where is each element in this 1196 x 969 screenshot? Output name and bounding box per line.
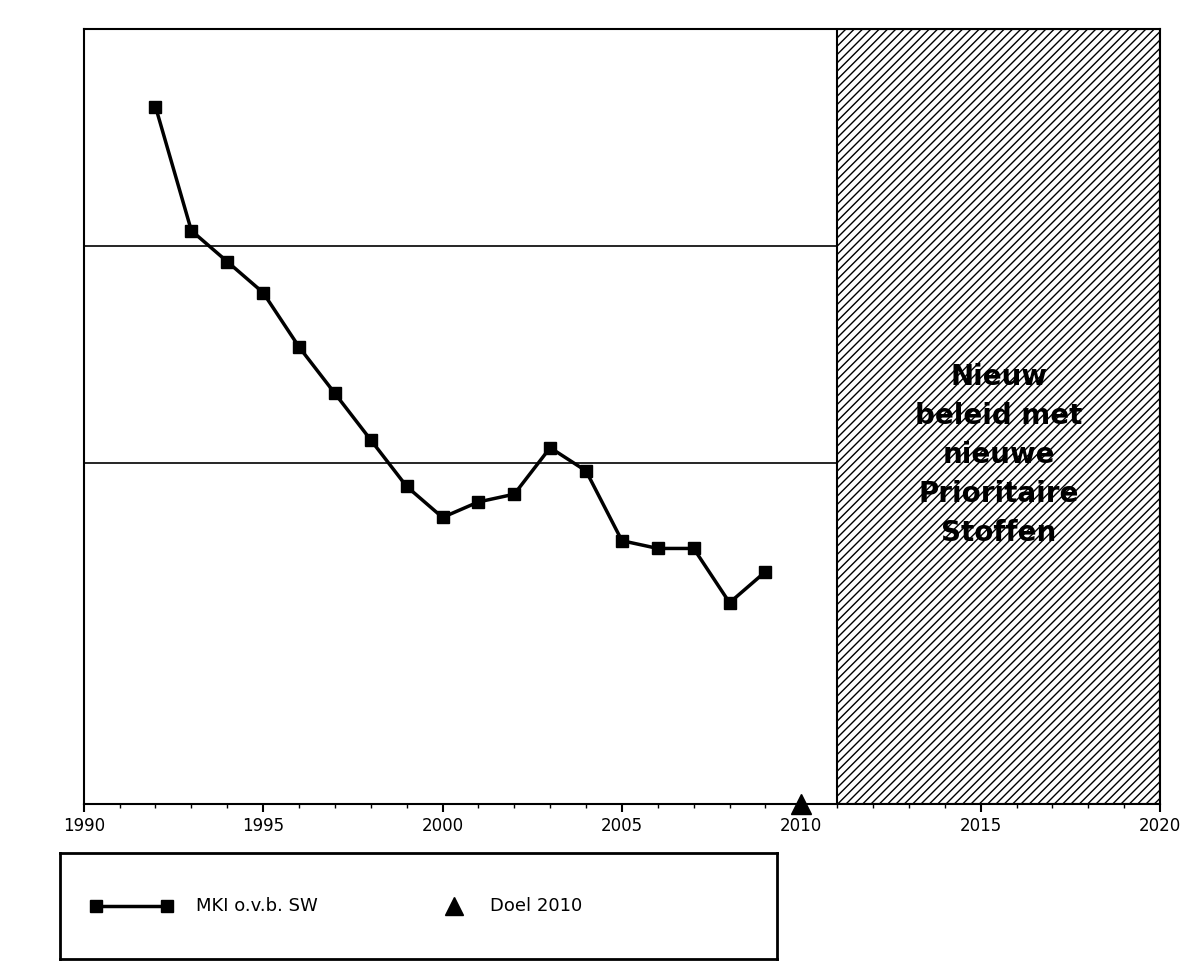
X-axis label: Jaar: Jaar <box>600 852 643 871</box>
Text: Doel 2010: Doel 2010 <box>490 897 582 915</box>
Bar <box>837 29 1160 804</box>
Text: Nieuw
beleid met
nieuwe
Prioritaire
Stoffen: Nieuw beleid met nieuwe Prioritaire Stof… <box>915 363 1082 547</box>
Text: MKI o.v.b. SW: MKI o.v.b. SW <box>196 897 318 915</box>
